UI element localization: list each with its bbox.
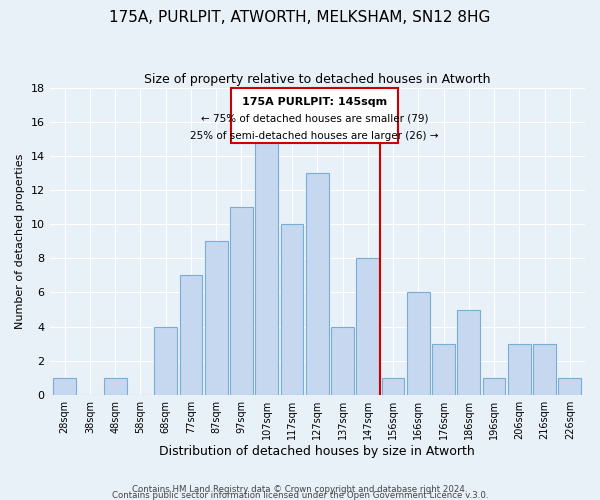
- Text: Contains HM Land Registry data © Crown copyright and database right 2024.: Contains HM Land Registry data © Crown c…: [132, 484, 468, 494]
- Bar: [306, 173, 329, 394]
- Bar: [533, 344, 556, 394]
- Y-axis label: Number of detached properties: Number of detached properties: [15, 154, 25, 329]
- Bar: [432, 344, 455, 394]
- Text: ← 75% of detached houses are smaller (79): ← 75% of detached houses are smaller (79…: [201, 114, 428, 124]
- Bar: [407, 292, 430, 394]
- X-axis label: Distribution of detached houses by size in Atworth: Distribution of detached houses by size …: [160, 444, 475, 458]
- Bar: [205, 242, 227, 394]
- Text: 25% of semi-detached houses are larger (26) →: 25% of semi-detached houses are larger (…: [190, 130, 439, 140]
- Bar: [154, 326, 177, 394]
- Bar: [104, 378, 127, 394]
- Bar: [230, 208, 253, 394]
- Bar: [382, 378, 404, 394]
- Bar: [256, 139, 278, 394]
- Text: 175A, PURLPIT, ATWORTH, MELKSHAM, SN12 8HG: 175A, PURLPIT, ATWORTH, MELKSHAM, SN12 8…: [109, 10, 491, 25]
- Bar: [483, 378, 505, 394]
- Bar: [281, 224, 304, 394]
- Bar: [356, 258, 379, 394]
- Bar: [179, 276, 202, 394]
- Bar: [508, 344, 530, 394]
- Text: Contains public sector information licensed under the Open Government Licence v.: Contains public sector information licen…: [112, 491, 488, 500]
- FancyBboxPatch shape: [232, 88, 398, 142]
- Text: 175A PURLPIT: 145sqm: 175A PURLPIT: 145sqm: [242, 98, 388, 108]
- Bar: [331, 326, 354, 394]
- Title: Size of property relative to detached houses in Atworth: Size of property relative to detached ho…: [144, 72, 491, 86]
- Bar: [559, 378, 581, 394]
- Bar: [457, 310, 480, 394]
- Bar: [53, 378, 76, 394]
